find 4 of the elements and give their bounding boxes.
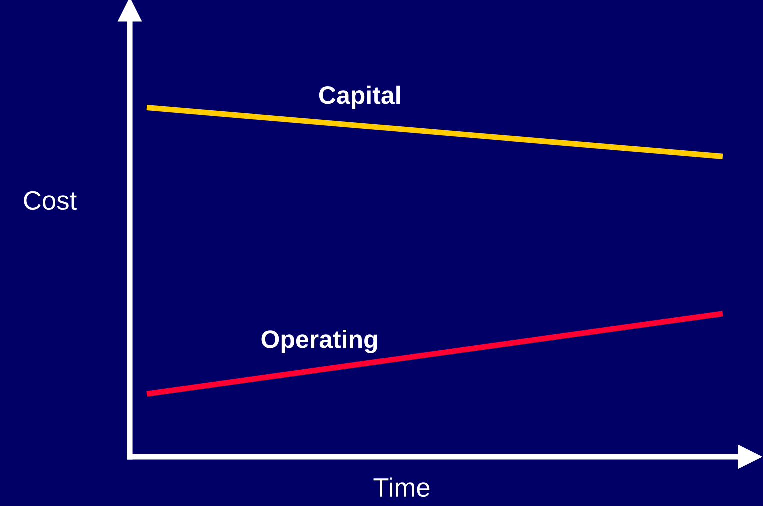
series-label: Operating — [262, 330, 378, 354]
y-axis-title: Cost — [24, 191, 77, 210]
series-label: Capital — [319, 86, 400, 110]
x-axis-title: Time — [374, 478, 430, 498]
